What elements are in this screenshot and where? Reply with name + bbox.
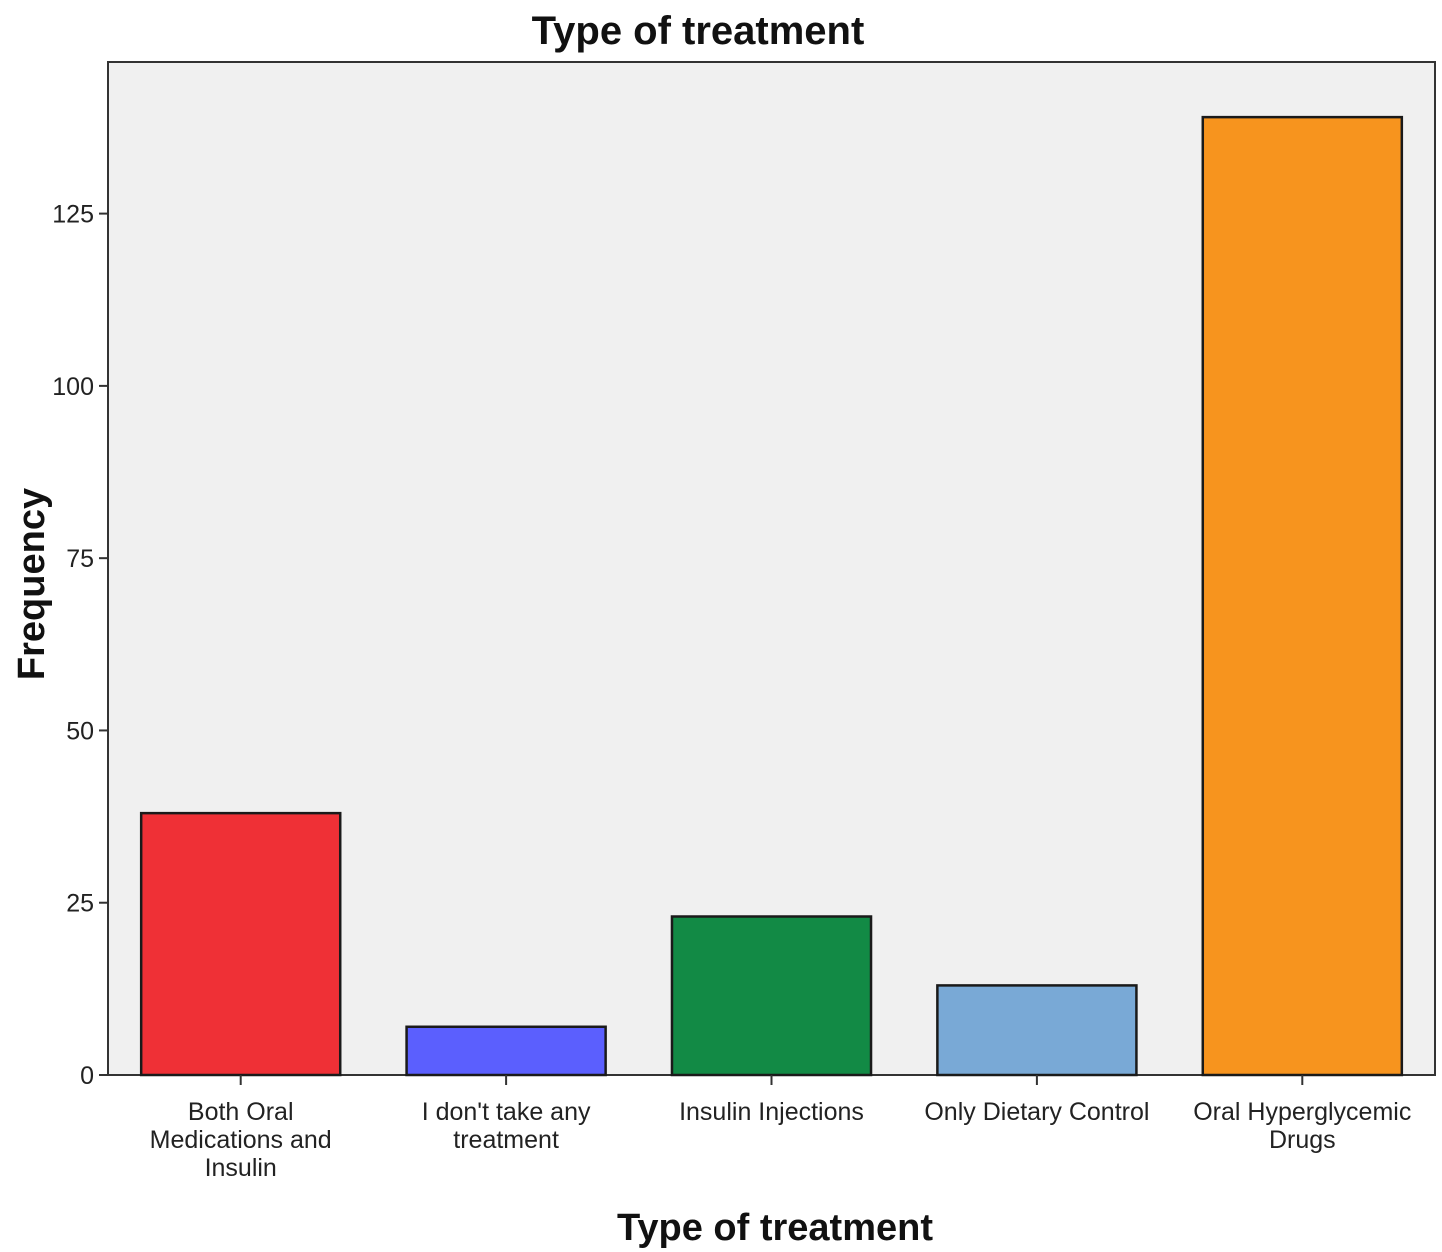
x-tick-label-line: Drugs: [1269, 1126, 1336, 1154]
x-tick-label-line: Insulin: [205, 1154, 277, 1182]
bar: [936, 984, 1138, 1077]
y-tick-label: 50: [66, 717, 94, 745]
y-tick-label: 75: [66, 545, 94, 573]
x-tick-label-line: Medications and: [150, 1126, 332, 1154]
x-tick-label-line: Both Oral: [188, 1098, 294, 1126]
y-tick-label: 100: [52, 373, 94, 401]
x-tick-label: Insulin Injections: [679, 1098, 864, 1126]
chart-title: Type of treatment: [532, 9, 865, 53]
y-axis-title: Frequency: [11, 488, 53, 680]
x-axis-title: Type of treatment: [617, 1207, 933, 1249]
y-tick-label: 25: [66, 890, 94, 918]
x-tick-label-line: treatment: [453, 1126, 559, 1154]
y-tick-label: 0: [80, 1062, 94, 1090]
bar: [405, 1025, 607, 1077]
x-tick-label: Only Dietary Control: [924, 1098, 1149, 1126]
x-tick-label: Oral Hyperglycemic Drugs: [1193, 1098, 1411, 1154]
bar: [1201, 115, 1404, 1077]
bar: [670, 915, 873, 1077]
x-axis: Both Oral Medications and Insulin I don't t…: [150, 1075, 1411, 1182]
bars-group: [139, 115, 1404, 1077]
x-tick-label-line: Oral Hyperglycemic: [1193, 1098, 1411, 1126]
y-axis: 0 25 50 75 100 125: [52, 201, 108, 1090]
x-tick-label: Both Oral Medications and Insulin: [150, 1098, 332, 1182]
bar: [139, 811, 342, 1077]
x-tick-label: I don't take any treatment: [422, 1098, 591, 1154]
x-tick-label-line: Insulin Injections: [679, 1098, 864, 1126]
x-tick-label-line: Only Dietary Control: [924, 1098, 1149, 1126]
x-tick-label-line: I don't take any: [422, 1098, 591, 1126]
y-tick-label: 125: [52, 201, 94, 229]
